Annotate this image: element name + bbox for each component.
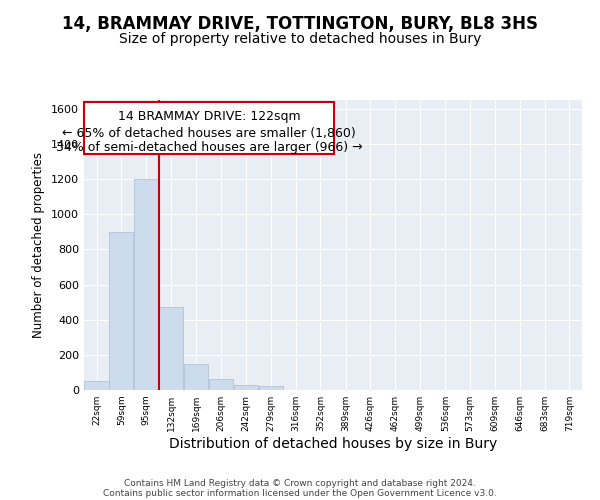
X-axis label: Distribution of detached houses by size in Bury: Distribution of detached houses by size …: [169, 437, 497, 451]
Bar: [109, 232, 133, 390]
Text: Contains HM Land Registry data © Crown copyright and database right 2024.: Contains HM Land Registry data © Crown c…: [124, 478, 476, 488]
Bar: [85, 381, 109, 390]
Text: 34% of semi-detached houses are larger (966) →: 34% of semi-detached houses are larger (…: [56, 142, 362, 154]
Y-axis label: Number of detached properties: Number of detached properties: [32, 152, 46, 338]
Text: 14, BRAMMAY DRIVE, TOTTINGTON, BURY, BL8 3HS: 14, BRAMMAY DRIVE, TOTTINGTON, BURY, BL8…: [62, 15, 538, 33]
Bar: [184, 364, 208, 390]
FancyBboxPatch shape: [84, 102, 334, 154]
Bar: [209, 380, 233, 390]
Bar: [134, 179, 158, 390]
Bar: [159, 308, 184, 390]
Text: ← 65% of detached houses are smaller (1,860): ← 65% of detached houses are smaller (1,…: [62, 127, 356, 140]
Bar: [233, 384, 258, 390]
Text: Size of property relative to detached houses in Bury: Size of property relative to detached ho…: [119, 32, 481, 46]
Text: Contains public sector information licensed under the Open Government Licence v3: Contains public sector information licen…: [103, 488, 497, 498]
Text: 14 BRAMMAY DRIVE: 122sqm: 14 BRAMMAY DRIVE: 122sqm: [118, 110, 300, 122]
Bar: [259, 386, 283, 390]
